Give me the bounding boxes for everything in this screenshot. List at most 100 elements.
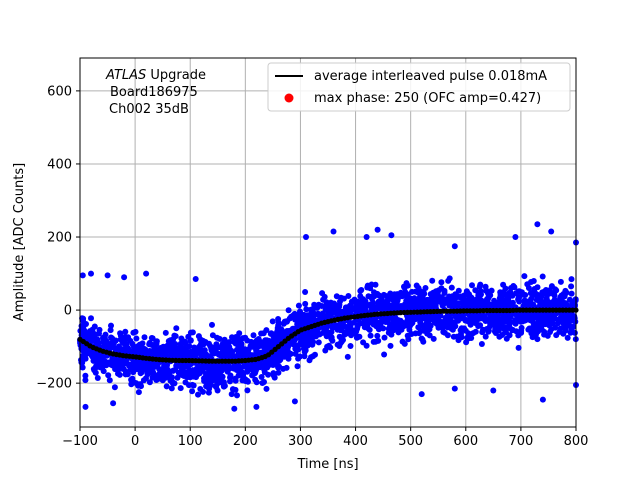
sample-point: [367, 332, 374, 339]
sample-point: [302, 300, 309, 307]
sample-point: [159, 367, 166, 374]
sample-point: [315, 339, 322, 346]
sample-point: [205, 389, 212, 396]
sample-point: [502, 318, 509, 325]
sample-point: [539, 289, 546, 296]
sample-point: [102, 361, 109, 368]
sample-point: [399, 319, 406, 326]
sample-point: [185, 364, 191, 371]
sample-point: [96, 326, 103, 333]
sample-point: [547, 329, 553, 335]
sample-point: [135, 359, 142, 366]
sample-point: [302, 289, 309, 295]
sample-point: [232, 375, 239, 382]
sample-outlier: [548, 228, 555, 235]
sample-point: [367, 285, 374, 292]
sample-point: [228, 391, 235, 398]
legend-entry-max-phase: max phase: 250 (OFC amp=0.427): [314, 91, 541, 106]
sample-point: [244, 368, 251, 375]
sample-point: [122, 371, 129, 378]
sample-point: [391, 291, 398, 298]
sample-point: [465, 302, 472, 309]
sample-point: [344, 304, 351, 311]
sample-point: [483, 287, 490, 294]
sample-point: [552, 324, 559, 331]
sample-point: [187, 329, 194, 336]
sample-point: [530, 278, 537, 284]
sample-point: [519, 318, 526, 325]
sample-point: [186, 382, 192, 389]
sample-point: [82, 355, 89, 362]
y-tick-label: 400: [47, 157, 72, 172]
sample-outlier: [104, 272, 111, 279]
sample-point: [79, 364, 86, 371]
sample-point: [544, 292, 551, 299]
sample-point: [479, 329, 486, 336]
sample-point: [562, 317, 569, 324]
sample-point: [484, 299, 491, 306]
sample-point: [354, 323, 361, 330]
sample-point: [106, 343, 113, 350]
sample-point: [164, 362, 170, 369]
y-tick-label: 200: [47, 231, 72, 246]
sample-point: [411, 295, 418, 302]
sample-point: [385, 329, 392, 336]
sample-outlier: [143, 270, 150, 277]
sample-point: [250, 332, 257, 339]
sample-point: [240, 335, 246, 342]
sample-point: [192, 351, 199, 358]
sample-point: [363, 342, 370, 349]
sample-point: [355, 298, 362, 305]
sample-point: [453, 302, 460, 309]
sample-point: [245, 346, 252, 353]
sample-point: [372, 338, 379, 345]
sample-point: [466, 316, 473, 323]
sample-point: [540, 299, 547, 306]
sample-point: [309, 341, 316, 348]
sample-point: [269, 318, 276, 325]
sample-point: [418, 335, 425, 342]
y-tick-label: 0: [64, 304, 72, 319]
sample-point: [418, 298, 425, 305]
sample-point: [171, 332, 178, 339]
sample-point: [127, 337, 134, 344]
sample-point: [260, 362, 267, 369]
sample-point: [213, 384, 220, 391]
sample-point: [478, 341, 485, 347]
sample-point: [387, 342, 394, 349]
sample-point: [383, 306, 390, 313]
sample-point: [415, 304, 422, 311]
sample-point: [466, 291, 472, 298]
sample-point: [417, 315, 424, 322]
svg-text:ATLAS Upgrade: ATLAS Upgrade: [105, 68, 206, 83]
sample-point: [107, 327, 114, 334]
sample-point: [413, 282, 420, 289]
sample-point: [215, 378, 222, 384]
sample-outlier: [82, 403, 89, 410]
sample-point: [126, 349, 133, 356]
sample-point: [534, 314, 541, 321]
sample-outlier: [388, 232, 395, 239]
legend-marker-swatch: [284, 93, 294, 103]
sample-point: [101, 343, 108, 349]
sample-point: [454, 313, 461, 320]
sample-point: [372, 281, 379, 288]
x-axis-ticks: −100 0 100 200 300 400 500 600 700 800: [62, 427, 588, 449]
sample-point: [231, 338, 238, 345]
sample-point: [477, 301, 484, 308]
sample-point: [210, 369, 217, 376]
sample-point: [220, 379, 227, 386]
sample-point: [503, 329, 509, 336]
sample-point: [121, 347, 128, 354]
sample-point: [422, 303, 428, 310]
sample-point: [482, 333, 489, 340]
sample-point: [195, 333, 202, 340]
sample-point: [285, 307, 292, 314]
sample-point: [209, 332, 216, 339]
sample-point: [92, 369, 99, 376]
sample-point: [528, 295, 535, 302]
sample-point: [275, 369, 282, 376]
sample-point: [152, 346, 159, 352]
sample-point: [209, 377, 216, 384]
sample-point: [153, 377, 160, 383]
